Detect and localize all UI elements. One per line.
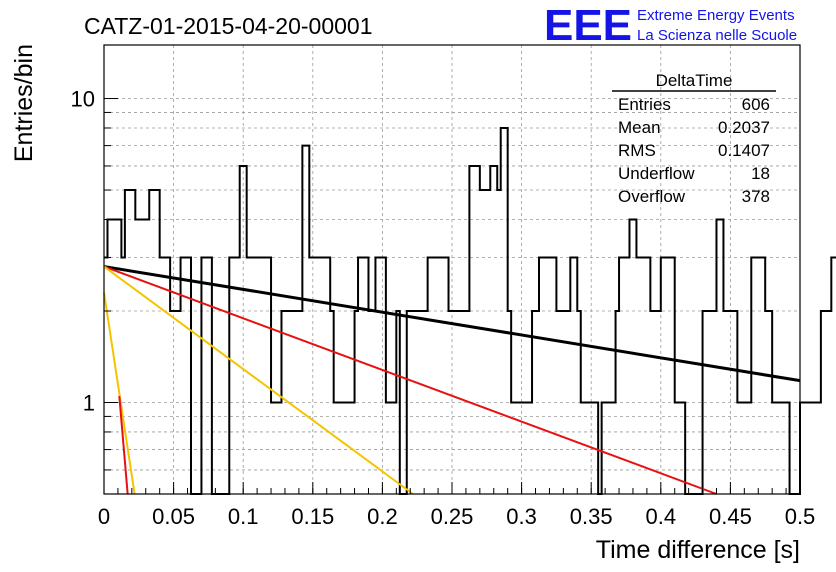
fit-line-1: [103, 265, 801, 383]
x-axis-label: Time difference [s]: [596, 536, 800, 564]
stats-value: 378: [742, 187, 770, 206]
logo-line-1: Extreme Energy Events: [637, 7, 795, 24]
x-tick-label: 0.1: [228, 504, 259, 529]
y-tick-label: 1: [83, 390, 95, 415]
histogram-outline: [104, 126, 836, 495]
x-tick-label: 0.4: [646, 504, 677, 529]
y-axis-ticks: 1 10: [71, 87, 118, 471]
x-tick-label: 0.3: [506, 504, 537, 529]
chart-title: CATZ-01-2015-04-20-00001: [84, 13, 373, 39]
histogram: [104, 126, 836, 495]
fit-line-4: [103, 292, 136, 495]
stats-label: Mean: [618, 118, 661, 137]
stats-box: DeltaTime Entries 606 Mean 0.2037 RMS 0.1407 U…: [612, 71, 776, 206]
eee-logo: EEE Extreme Energy Events La Scienza nel…: [544, 1, 797, 50]
x-tick-label: 0.35: [570, 504, 613, 529]
x-tick-label: 0: [98, 504, 110, 529]
x-axis-ticks: 0 0.05 0.1 0.15 0.2 0.25 0.3 0.35 0.4 0.45 0.5: [98, 482, 815, 529]
stats-value: 18: [751, 164, 770, 183]
stats-value: 0.2037: [718, 118, 770, 137]
stats-value: 0.1407: [718, 141, 770, 160]
fit-line-5: [118, 395, 129, 495]
stats-rows: Entries 606 Mean 0.2037 RMS 0.1407 Underflow 18…: [618, 95, 770, 206]
x-tick-label: 0.5: [785, 504, 816, 529]
grid-lines: [104, 45, 800, 494]
logo-line-2: La Scienza nelle Scuole: [637, 27, 797, 44]
logo-letters: EEE: [544, 1, 632, 50]
y-tick-label: 10: [71, 87, 95, 112]
stats-label: Entries: [618, 95, 671, 114]
stats-value: 606: [742, 95, 770, 114]
fit-lines: [103, 265, 801, 495]
stats-label: RMS: [618, 141, 656, 160]
fit-line-2: [103, 265, 717, 495]
x-tick-label: 0.05: [152, 504, 195, 529]
fit-line-3: [103, 265, 414, 495]
x-tick-label: 0.45: [709, 504, 752, 529]
y-axis-label: Entries/bin: [10, 44, 38, 162]
stats-box-title: DeltaTime: [656, 71, 733, 90]
stats-label: Overflow: [618, 187, 686, 206]
x-tick-label: 0.25: [431, 504, 474, 529]
stats-label: Underflow: [618, 164, 695, 183]
x-tick-label: 0.15: [291, 504, 334, 529]
x-tick-label: 0.2: [367, 504, 398, 529]
